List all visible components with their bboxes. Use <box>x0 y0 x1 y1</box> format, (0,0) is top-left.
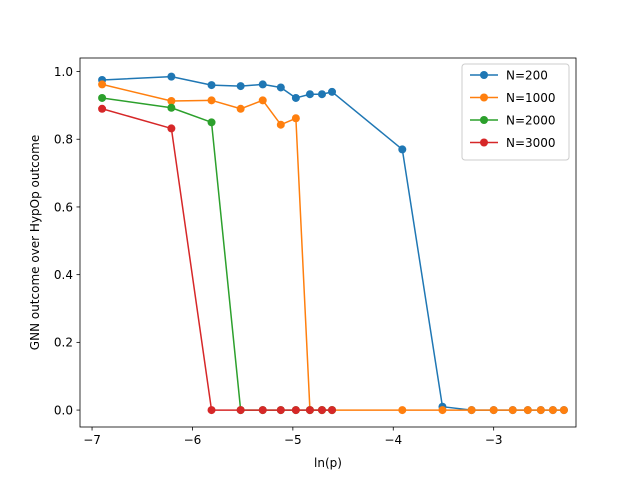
data-point <box>207 118 216 127</box>
data-point <box>317 406 326 415</box>
data-point <box>236 104 245 113</box>
data-point <box>467 406 476 415</box>
data-point <box>236 406 245 415</box>
legend-item: N=3000 <box>470 136 556 150</box>
series-line <box>101 108 333 411</box>
data-point <box>508 406 517 415</box>
y-tick-label: 0.2 <box>54 336 73 350</box>
data-point <box>559 406 568 415</box>
data-point <box>98 80 107 89</box>
x-axis: −7 −6 −5 −4 −3 <box>83 427 503 447</box>
legend-label: N=2000 <box>506 113 556 127</box>
data-point <box>236 82 245 91</box>
data-point <box>98 104 107 113</box>
data-point <box>317 90 326 99</box>
data-point <box>207 81 216 90</box>
data-point <box>276 120 285 129</box>
legend-item: N=1000 <box>470 91 556 105</box>
x-tick-label: −7 <box>83 433 101 447</box>
data-point <box>291 114 300 123</box>
data-point <box>489 406 498 415</box>
y-axis-label: GNN outcome over HypOp outcome <box>28 135 42 350</box>
series-N=2000 <box>98 93 337 415</box>
data-point <box>548 406 557 415</box>
y-tick-label: 0.0 <box>54 403 73 417</box>
legend-marker <box>480 138 488 147</box>
data-point <box>398 406 407 415</box>
data-point <box>291 406 300 415</box>
plot-area <box>79 57 577 428</box>
x-tick-label: −3 <box>485 433 503 447</box>
legend-box <box>461 63 570 161</box>
data-point <box>258 406 267 415</box>
x-tick-label: −4 <box>384 433 402 447</box>
data-point <box>305 90 314 99</box>
data-point <box>207 406 216 415</box>
y-tick-label: 0.8 <box>54 133 73 147</box>
series-N=3000 <box>98 104 337 415</box>
x-tick-label: −5 <box>284 433 302 447</box>
y-axis: 0.0 0.2 0.4 0.6 0.8 1.0 <box>54 65 80 417</box>
data-point <box>305 406 314 415</box>
data-point <box>291 93 300 102</box>
data-point <box>258 96 267 105</box>
data-point <box>523 406 532 415</box>
legend-label: N=3000 <box>506 136 556 150</box>
plot-frame <box>79 57 577 428</box>
x-axis-label: ln(p) <box>314 456 342 470</box>
data-point <box>258 80 267 89</box>
data-point <box>328 406 337 415</box>
data-point <box>167 72 176 81</box>
data-point <box>167 124 176 133</box>
legend-marker <box>480 93 488 102</box>
data-point <box>167 96 176 105</box>
legend-label: N=200 <box>506 68 548 82</box>
data-point <box>438 406 447 415</box>
y-tick-label: 0.4 <box>54 268 73 282</box>
data-point <box>276 83 285 92</box>
data-point <box>167 103 176 112</box>
legend-item: N=2000 <box>470 113 556 127</box>
legend-item: N=200 <box>470 68 548 82</box>
y-tick-label: 0.6 <box>54 200 73 214</box>
data-point <box>207 96 216 105</box>
data-point <box>276 406 285 415</box>
data-point <box>398 145 407 154</box>
y-tick-label: 1.0 <box>54 65 73 79</box>
data-point <box>98 93 107 102</box>
data-point <box>328 87 337 96</box>
legend-label: N=1000 <box>506 91 556 105</box>
data-point <box>536 406 545 415</box>
legend-marker <box>480 71 488 79</box>
x-tick-label: −6 <box>184 433 202 447</box>
legend-marker <box>480 116 488 124</box>
legend: N=200 N=1000 N=2000 N=3000 <box>461 63 570 161</box>
